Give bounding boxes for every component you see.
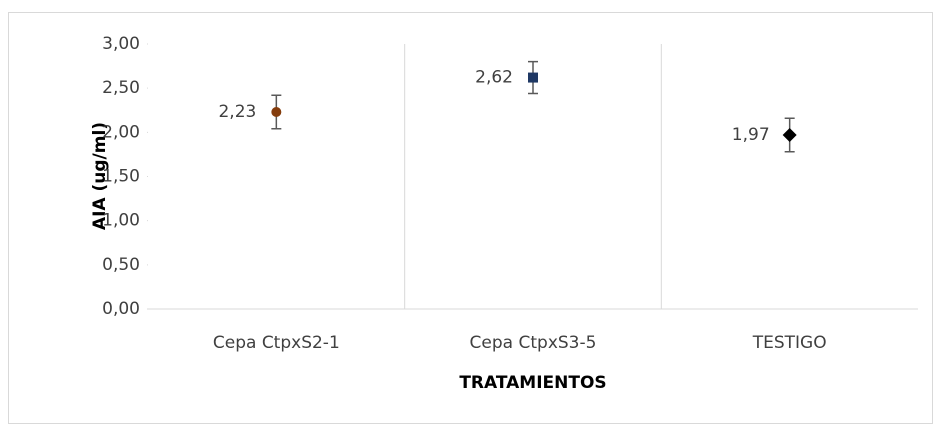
y-tick-label: 1,50: [102, 167, 140, 187]
y-axis-title: AIA (ug/ml): [90, 122, 110, 230]
data-label: 2,23: [218, 102, 256, 122]
x-tick-label: Cepa CtpxS3-5: [470, 333, 597, 353]
x-tick-label: Cepa CtpxS2-1: [213, 333, 340, 353]
y-tick-label: 0,00: [102, 299, 140, 319]
x-axis-title: TRATAMIENTOS: [459, 373, 606, 393]
x-tick-label: TESTIGO: [752, 333, 827, 353]
chart-border: [8, 12, 933, 424]
y-tick-label: 3,00: [102, 34, 140, 54]
y-tick-label: 2,50: [102, 78, 140, 98]
y-tick-label: 2,00: [102, 122, 140, 142]
y-tick-label: 0,50: [102, 255, 140, 275]
data-label: 1,97: [732, 125, 770, 145]
marker: [782, 127, 797, 142]
marker: [271, 107, 282, 118]
data-label: 2,62: [475, 68, 513, 88]
y-tick-label: 1,00: [102, 211, 140, 231]
marker: [528, 72, 538, 83]
